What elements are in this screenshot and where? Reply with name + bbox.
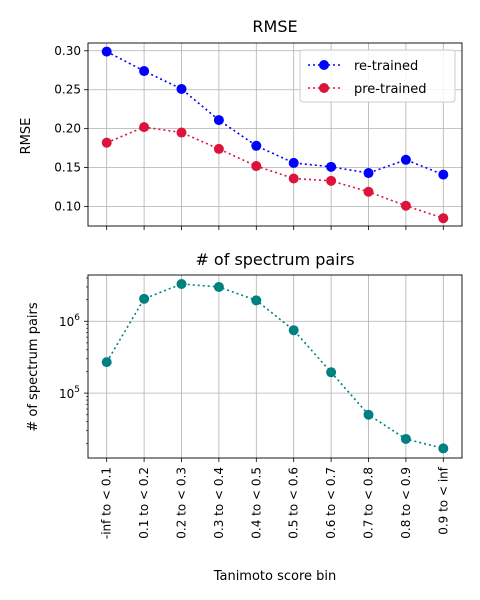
data-point-spectrum-pairs xyxy=(438,443,449,454)
series-line-spectrum-pairs xyxy=(106,283,444,450)
data-point-spectrum-pairs xyxy=(213,281,224,292)
data-point-pre-trained xyxy=(176,127,187,138)
data-point-spectrum-pairs xyxy=(363,409,374,420)
data-point-pre-trained xyxy=(139,122,150,133)
legend-box xyxy=(299,49,456,103)
bottom-y-tick-label: 106 xyxy=(59,313,80,329)
data-point-pre-trained xyxy=(251,161,262,172)
data-point-pre-trained xyxy=(213,143,224,154)
x-tick-label: 0.4 to < 0.5 xyxy=(249,467,263,539)
x-tick-label: 0.3 to < 0.4 xyxy=(212,467,226,539)
data-point-spectrum-pairs xyxy=(251,295,262,306)
top-y-tick-label: 0.25 xyxy=(54,83,81,97)
bottom-x-axis-label: Tanimoto score bin xyxy=(213,569,337,584)
data-point-re-trained xyxy=(400,154,411,165)
series-line-pre-trained xyxy=(106,126,444,219)
top-chart-title: RMSE xyxy=(252,17,297,36)
top-y-axis-label: RMSE xyxy=(19,118,34,155)
x-tick-label: 0.9 to < inf xyxy=(436,466,450,535)
x-tick-label: -inf to < 0.1 xyxy=(100,467,114,539)
data-point-pre-trained xyxy=(363,186,374,197)
x-tick-label: 0.7 to < 0.8 xyxy=(362,467,376,539)
data-point-pre-trained xyxy=(400,200,411,211)
data-point-spectrum-pairs xyxy=(326,367,337,378)
top-y-tick-label: 0.30 xyxy=(54,44,81,58)
bottom-chart-title: # of spectrum pairs xyxy=(195,250,354,269)
data-point-re-trained xyxy=(213,115,224,126)
x-tick-label: 0.1 to < 0.2 xyxy=(137,467,151,539)
x-tick-label: 0.8 to < 0.9 xyxy=(399,467,413,539)
data-point-pre-trained xyxy=(438,213,449,224)
top-y-tick-label: 0.10 xyxy=(54,200,81,214)
bottom-y-tick-label: 105 xyxy=(59,385,80,401)
data-point-pre-trained xyxy=(288,173,299,184)
data-point-spectrum-pairs xyxy=(288,325,299,336)
data-point-spectrum-pairs xyxy=(176,278,187,289)
x-tick-label: 0.5 to < 0.6 xyxy=(287,467,301,539)
spectrum-pairs-plot: -inf to < 0.1 0.1 to < 0.2 0.2 to < 0.3 0.3… xyxy=(59,274,463,539)
data-point-re-trained xyxy=(251,140,262,151)
data-point-re-trained xyxy=(176,83,187,94)
data-point-spectrum-pairs xyxy=(101,357,112,368)
data-point-re-trained xyxy=(288,157,299,168)
data-point-spectrum-pairs xyxy=(400,433,411,444)
bottom-y-axis-label: # of spectrum pairs xyxy=(26,302,41,432)
data-point-re-trained xyxy=(438,169,449,180)
top-plot-frame xyxy=(87,42,463,227)
top-y-tick-label: 0.20 xyxy=(54,122,81,136)
top-y-tick-label: 0.15 xyxy=(54,161,81,175)
data-point-pre-trained xyxy=(101,137,112,148)
data-point-re-trained xyxy=(326,161,337,172)
rmse-plot: 0.10 0.15 0.20 0.25 0.30 re-trained pre-traine… xyxy=(54,42,463,230)
data-point-re-trained xyxy=(363,168,374,179)
data-point-pre-trained xyxy=(326,175,337,186)
x-tick-label: 0.6 to < 0.7 xyxy=(324,467,338,539)
bottom-plot-frame xyxy=(87,274,463,459)
data-point-spectrum-pairs xyxy=(139,293,150,304)
legend-marker-re-trained xyxy=(319,60,329,70)
legend-label-re-trained: re-trained xyxy=(354,59,418,74)
x-tick-label: 0.2 to < 0.3 xyxy=(175,467,189,539)
legend-label-pre-trained: pre-trained xyxy=(354,82,427,97)
legend-marker-pre-trained xyxy=(319,83,329,93)
data-point-re-trained xyxy=(139,66,150,77)
data-point-re-trained xyxy=(101,46,112,57)
